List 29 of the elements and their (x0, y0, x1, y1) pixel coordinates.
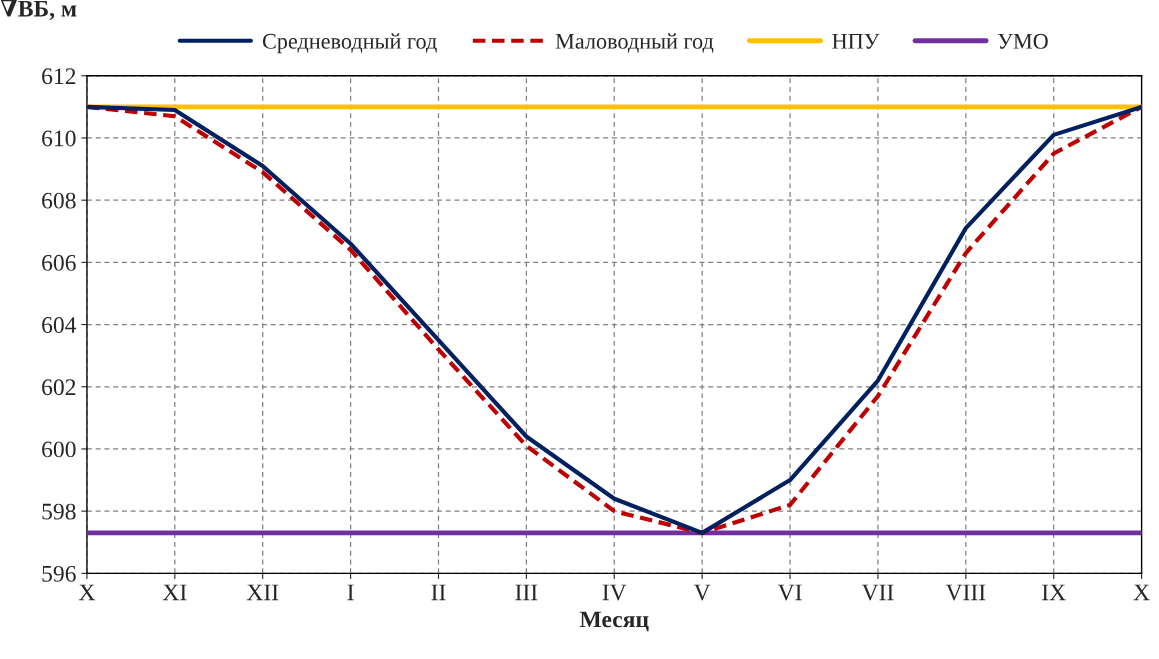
y-tick-label: 598 (42, 503, 76, 520)
x-tick-label: IV (602, 584, 627, 601)
x-tick-label: XII (246, 584, 279, 601)
y-tick-label: 612 (42, 68, 76, 85)
y-tick-label: 608 (42, 192, 76, 209)
legend-label: УМО (997, 33, 1048, 49)
line-series (86, 104, 1142, 535)
x-tick-label: VII (861, 584, 894, 601)
legend-label: Средневодный год (262, 33, 437, 54)
x-tick-label: I (347, 584, 354, 601)
y-tick-label: 602 (42, 379, 76, 396)
y-tick-label: 606 (42, 254, 76, 271)
y-tick-label: 600 (42, 441, 76, 458)
x-axis-title: Месяц (579, 611, 649, 632)
x-tick-label: II (431, 584, 446, 601)
x-tick-label: XI (162, 584, 187, 601)
x-tick-label: IX (1042, 584, 1066, 601)
x-tick-label: VIII (945, 584, 986, 601)
y-tick-label: 610 (42, 130, 76, 147)
legend-label: Маловодный год (555, 33, 714, 53)
y-axis-title: ∇ВБ, м (0, 0, 77, 21)
x-tick-label: III (515, 584, 538, 601)
x-tick-label: X (1133, 584, 1150, 601)
legend-label: НПУ (832, 34, 880, 49)
x-tick-label: V (693, 584, 711, 601)
x-tick-label: X (78, 584, 96, 601)
y-tick-label: 596 (42, 565, 76, 582)
y-tick-label: 604 (42, 317, 77, 333)
x-tick-label: VI (777, 584, 802, 601)
